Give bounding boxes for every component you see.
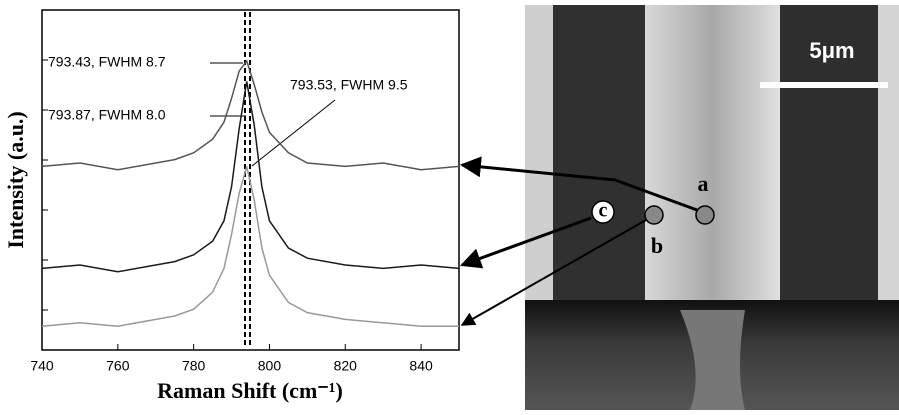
sem-image: 5μm a b c <box>525 5 899 410</box>
point-label: c <box>599 200 608 222</box>
annotation: 793.43, FWHM 8.7 <box>48 54 166 70</box>
annotation: 793.53, FWHM 9.5 <box>290 77 408 93</box>
x-tick-label: 820 <box>334 358 358 374</box>
x-tick-label: 760 <box>106 358 130 374</box>
spectrum <box>41 81 460 273</box>
scale-bar-label: 5μm <box>809 38 854 63</box>
spectrum <box>41 166 459 327</box>
leader-lines <box>210 62 336 167</box>
spectrum <box>41 59 460 171</box>
point-label: b <box>651 233 663 258</box>
annotation: 793.87, FWHM 8.0 <box>48 107 166 123</box>
arrows <box>459 156 698 326</box>
x-tick-label: 740 <box>30 358 54 374</box>
y-tick-marks <box>42 59 48 311</box>
x-tick-label: 780 <box>182 358 206 374</box>
x-axis-label: Raman Shift (cm⁻¹) <box>157 378 343 403</box>
x-tick-label: 840 <box>409 358 433 374</box>
x-tick-label: 800 <box>258 358 282 374</box>
plot-frame <box>41 9 460 351</box>
point-label: a <box>698 171 709 196</box>
y-axis-label: Intensity (a.u.) <box>3 111 28 249</box>
